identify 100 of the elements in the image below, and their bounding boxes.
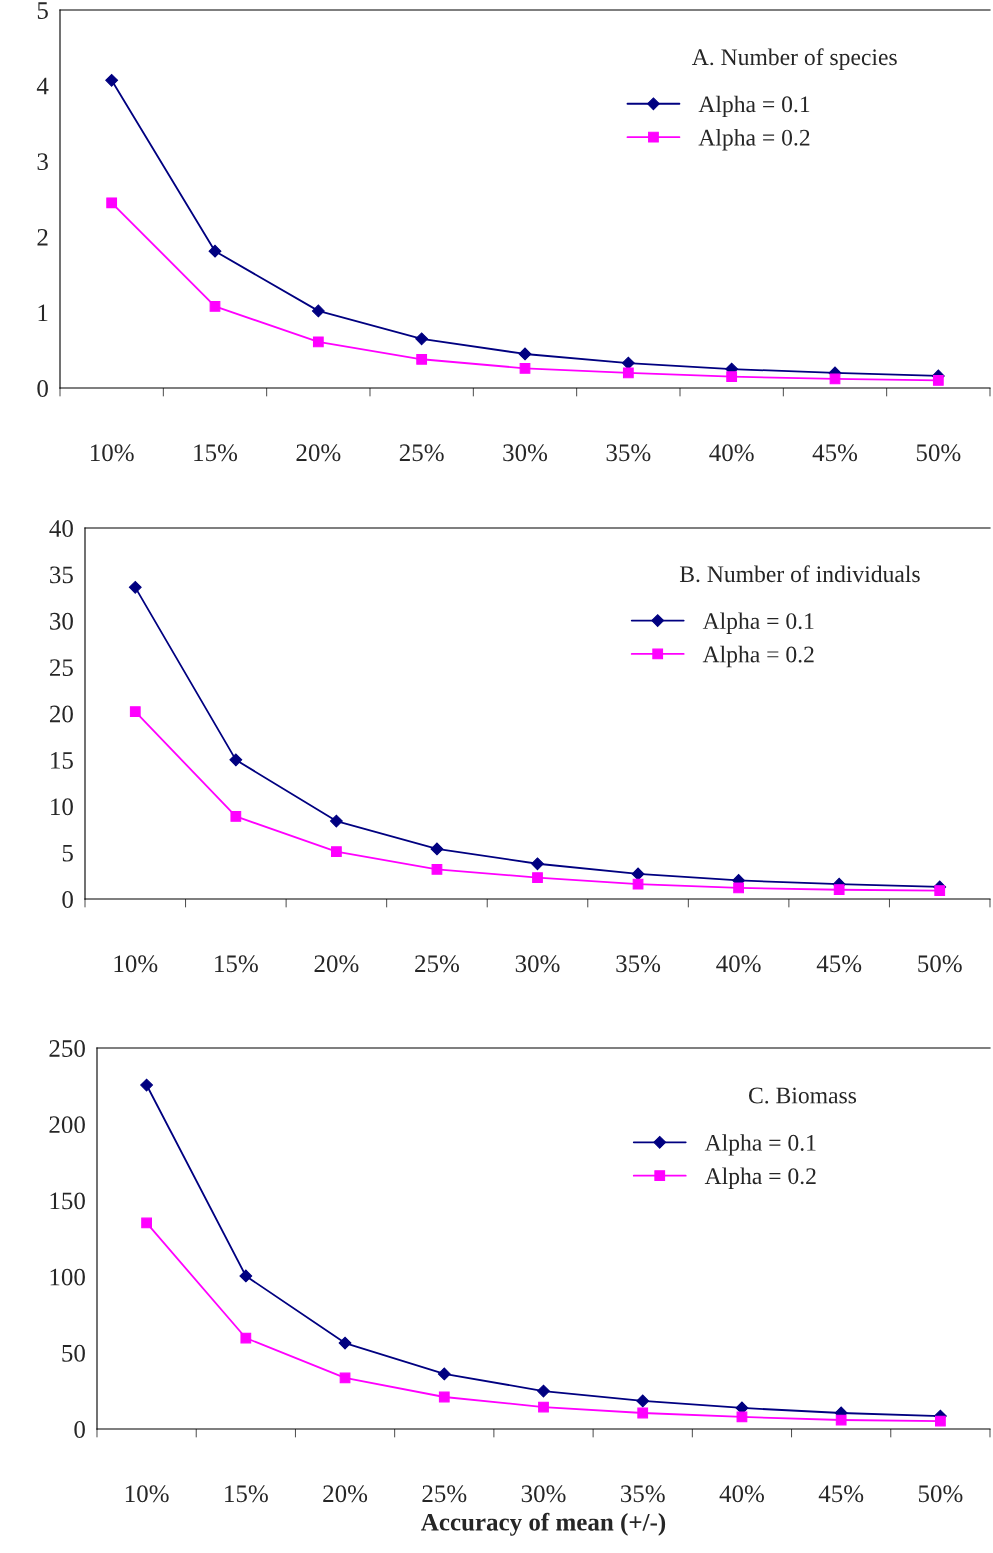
point bbox=[733, 882, 744, 894]
point bbox=[537, 1384, 550, 1398]
point bbox=[519, 362, 531, 374]
point bbox=[416, 353, 428, 365]
point bbox=[622, 367, 634, 379]
x-tick-label: 50% bbox=[916, 444, 961, 462]
point bbox=[239, 1269, 253, 1283]
point bbox=[621, 356, 635, 370]
point bbox=[637, 1407, 649, 1419]
point bbox=[208, 244, 222, 258]
x-tick-label: 25% bbox=[415, 955, 459, 973]
point bbox=[129, 706, 141, 718]
x-tick-label: 20% bbox=[296, 444, 341, 462]
y-tick-label: 2 bbox=[37, 228, 48, 246]
point bbox=[338, 1336, 352, 1350]
x-axis-title: Accuracy of mean (+/-) bbox=[421, 1512, 666, 1536]
point bbox=[437, 1367, 451, 1381]
text: C. Biomass bbox=[748, 1087, 857, 1104]
x-tick-label: 50% bbox=[918, 1485, 963, 1503]
point bbox=[209, 300, 221, 312]
point bbox=[735, 1401, 749, 1415]
x-tick-label: 40% bbox=[709, 444, 754, 462]
x-tick-label: 35% bbox=[621, 1485, 665, 1503]
y-tick-label: 5 bbox=[62, 844, 73, 862]
point bbox=[538, 1401, 549, 1413]
x-tick-label: 35% bbox=[616, 955, 661, 973]
point bbox=[518, 347, 532, 361]
x-tick-label: 15% bbox=[225, 1485, 268, 1503]
y-tick-label: 4 bbox=[36, 77, 49, 95]
y-tick-label: 100 bbox=[50, 1268, 85, 1286]
point bbox=[106, 197, 118, 209]
text: A. Number of species bbox=[691, 48, 897, 70]
x-tick-label: 25% bbox=[422, 1485, 467, 1503]
point bbox=[833, 884, 845, 896]
y-tick-label: 30 bbox=[50, 612, 73, 630]
y-tick-label: 250 bbox=[49, 1040, 85, 1057]
point bbox=[311, 304, 325, 318]
point bbox=[230, 811, 242, 822]
point bbox=[431, 863, 443, 875]
x-tick-label: 45% bbox=[818, 1485, 864, 1503]
point bbox=[331, 846, 342, 858]
point bbox=[531, 857, 544, 871]
y-tick-label: 35 bbox=[50, 566, 73, 584]
x-tick-label: 45% bbox=[812, 444, 858, 462]
legend-label: Alpha = 0.1 bbox=[698, 95, 810, 118]
point bbox=[141, 1217, 152, 1229]
point bbox=[128, 580, 142, 594]
legend-label: Alpha = 0.2 bbox=[704, 1167, 816, 1189]
legend-label: Alpha = 0.1 bbox=[702, 612, 814, 634]
y-tick-label: 40 bbox=[49, 520, 73, 537]
x-tick-label: 15% bbox=[194, 444, 238, 462]
y-tick-label: 200 bbox=[49, 1116, 85, 1134]
point bbox=[631, 867, 645, 881]
point bbox=[229, 753, 243, 767]
y-tick-label: 25 bbox=[49, 659, 73, 677]
x-tick-label: 30% bbox=[515, 955, 560, 973]
point bbox=[329, 814, 343, 828]
point bbox=[312, 336, 324, 348]
legend-label: Alpha = 0.2 bbox=[698, 129, 810, 151]
x-tick-label: 50% bbox=[918, 955, 962, 973]
point bbox=[240, 1332, 252, 1344]
point bbox=[934, 885, 946, 897]
x-tick-label: 40% bbox=[719, 1485, 765, 1503]
y-tick-label: 0 bbox=[74, 1421, 85, 1438]
x-tick-label: 20% bbox=[323, 1485, 368, 1503]
point bbox=[430, 842, 444, 856]
y-tick-label: 3 bbox=[37, 153, 48, 171]
point bbox=[932, 375, 944, 386]
point bbox=[636, 1394, 650, 1408]
y-tick-label: 0 bbox=[62, 891, 73, 908]
y-tick-label: 20 bbox=[49, 705, 73, 723]
point bbox=[632, 878, 644, 890]
y-tick-label: 10 bbox=[51, 798, 73, 816]
x-tick-label: 30% bbox=[503, 444, 548, 462]
y-tick-label: 150 bbox=[50, 1192, 85, 1210]
x-tick-label: 20% bbox=[314, 955, 359, 973]
point bbox=[105, 73, 119, 87]
point bbox=[726, 371, 738, 383]
x-tick-label: 10% bbox=[114, 955, 158, 973]
y-tick-label: 50 bbox=[62, 1344, 85, 1362]
x-tick-label: 10% bbox=[90, 444, 134, 462]
point bbox=[438, 1391, 450, 1403]
text: B. Number of individuals bbox=[679, 565, 920, 583]
y-tick-label: 0 bbox=[37, 380, 48, 397]
y-tick-label: 15 bbox=[51, 752, 73, 769]
x-tick-label: 15% bbox=[215, 955, 258, 973]
y-tick-label: 5 bbox=[37, 2, 48, 19]
point bbox=[532, 872, 543, 884]
y-tick-label: 1 bbox=[38, 304, 48, 322]
point bbox=[140, 1078, 154, 1092]
point bbox=[935, 1415, 946, 1427]
x-tick-label: 40% bbox=[716, 955, 761, 973]
legend-label: Alpha = 0.1 bbox=[704, 1134, 816, 1156]
point bbox=[415, 332, 429, 346]
x-tick-label: 10% bbox=[125, 1485, 169, 1503]
x-tick-label: 45% bbox=[816, 955, 862, 973]
point bbox=[835, 1414, 847, 1426]
legend-label: Alpha = 0.2 bbox=[702, 645, 814, 668]
x-tick-label: 35% bbox=[606, 444, 651, 462]
x-tick-label: 30% bbox=[521, 1485, 566, 1503]
